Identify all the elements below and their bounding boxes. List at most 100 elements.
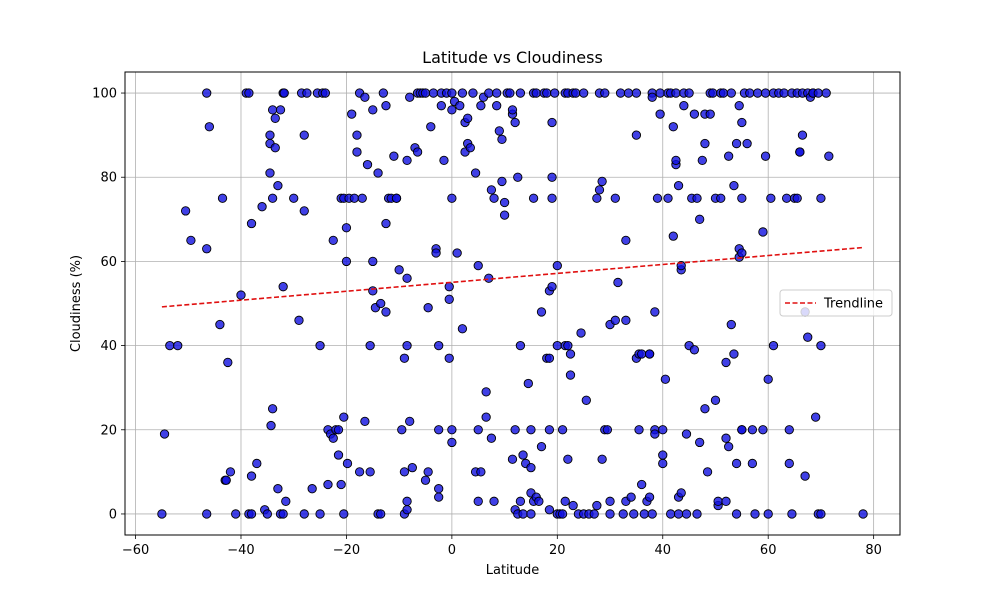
data-point [507, 105, 518, 115]
data-point [204, 122, 215, 132]
data-point [323, 479, 333, 490]
data-point [610, 315, 620, 325]
data-point [333, 425, 344, 435]
data-point [760, 88, 771, 98]
data-point [202, 244, 212, 254]
data-point [273, 180, 283, 191]
data-point [342, 458, 353, 469]
data-point [394, 265, 404, 275]
data-point [402, 505, 412, 515]
data-point [397, 425, 407, 435]
data-point [681, 509, 692, 519]
data-point [626, 492, 636, 502]
data-point [289, 193, 299, 203]
data-point [428, 88, 439, 98]
data-point [731, 458, 742, 469]
data-point [434, 492, 444, 502]
data-point [217, 193, 228, 203]
data-point [768, 340, 779, 351]
x-tick-label: 80 [865, 543, 882, 558]
data-point [750, 509, 760, 519]
data-point [766, 193, 776, 203]
data-point [729, 349, 739, 359]
data-point [159, 429, 170, 439]
data-point [676, 488, 686, 498]
data-point [246, 509, 257, 519]
data-point [742, 138, 752, 149]
data-point [737, 248, 747, 258]
data-point [434, 340, 444, 351]
data-point [655, 88, 665, 98]
data-point [737, 193, 747, 203]
data-point [547, 172, 557, 182]
data-point [412, 147, 423, 157]
data-point [381, 218, 391, 229]
x-tick-label: 60 [760, 543, 777, 558]
data-point [376, 509, 386, 519]
data-point [658, 450, 668, 460]
data-point [650, 429, 660, 439]
data-point [610, 193, 620, 203]
data-point [784, 458, 794, 469]
data-point [202, 509, 212, 519]
data-point [700, 404, 710, 414]
data-point [679, 101, 689, 111]
data-point [721, 496, 731, 506]
data-point [299, 509, 309, 519]
data-point [721, 357, 731, 368]
data-point [760, 151, 771, 161]
data-point [402, 496, 412, 506]
data-point [470, 168, 481, 178]
data-point [157, 509, 167, 519]
data-point [341, 223, 352, 233]
data-point [368, 286, 378, 296]
data-point [634, 425, 644, 435]
data-point [526, 425, 536, 435]
data-point [492, 101, 502, 111]
data-point [689, 345, 700, 355]
data-point [492, 88, 502, 98]
data-point [481, 387, 491, 397]
y-tick-label: 60 [100, 255, 117, 270]
data-point [647, 92, 657, 102]
data-point [381, 307, 391, 317]
data-point [563, 454, 573, 464]
data-point [447, 437, 457, 448]
data-point [368, 105, 378, 115]
data-point [402, 340, 412, 351]
data-point [531, 88, 541, 98]
plot-frame [124, 71, 901, 536]
data-point [447, 105, 457, 115]
data-point [747, 425, 758, 435]
data-point [436, 101, 446, 111]
data-point [718, 88, 729, 98]
data-point [513, 172, 523, 182]
data-point [457, 324, 468, 334]
data-point [724, 441, 734, 452]
data-point [223, 357, 233, 368]
data-point [186, 235, 196, 246]
data-point [639, 509, 649, 519]
data-point [671, 88, 681, 98]
data-point [644, 349, 655, 359]
data-point [444, 294, 454, 304]
data-point [647, 509, 657, 519]
data-point [399, 467, 410, 477]
data-point [360, 416, 370, 427]
data-point [439, 155, 449, 166]
data-point [821, 88, 831, 98]
data-point [368, 256, 378, 267]
data-point [381, 101, 391, 111]
data-point [655, 109, 665, 119]
data-point [267, 193, 278, 203]
data-point [692, 509, 702, 519]
data-point [236, 290, 246, 300]
data-point [565, 349, 576, 359]
data-point [784, 425, 794, 435]
data-point [565, 370, 576, 380]
data-point [278, 509, 288, 519]
data-point [473, 260, 483, 271]
data-point [666, 509, 676, 519]
data-point [281, 496, 291, 506]
